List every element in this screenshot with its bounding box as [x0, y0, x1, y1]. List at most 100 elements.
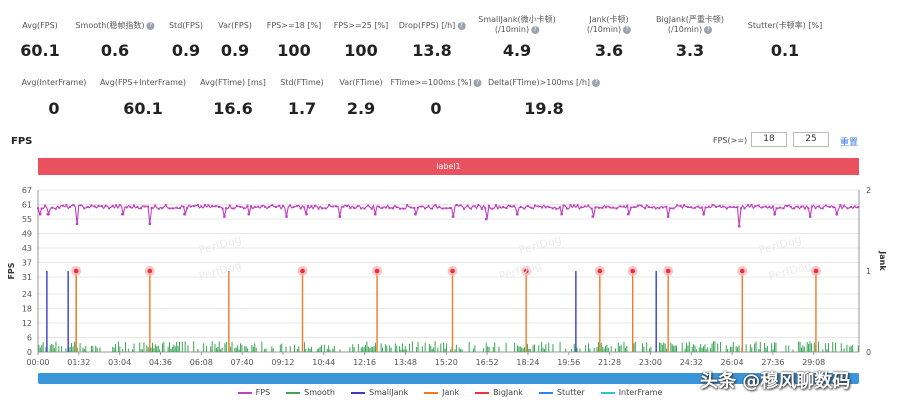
- legend-item[interactable]: Stutter: [538, 388, 585, 397]
- bigjank-point: [813, 268, 819, 274]
- fps-point: [526, 205, 529, 208]
- fps-point: [800, 205, 803, 208]
- fps-point: [668, 207, 671, 210]
- stat-value: 16.6: [213, 99, 253, 118]
- fps-point: [519, 206, 522, 208]
- legend-item[interactable]: Jank: [424, 388, 459, 397]
- fps-point: [715, 205, 718, 208]
- fps-point: [711, 204, 714, 206]
- help-icon[interactable]: ?: [146, 21, 155, 30]
- fps-point: [576, 204, 579, 207]
- stat-label-text: Std(FTime): [280, 78, 324, 87]
- fps-point: [402, 207, 405, 210]
- fps-point: [633, 206, 636, 209]
- fps-point: [612, 206, 615, 209]
- fps-point: [416, 206, 419, 209]
- x-tick-label: 19:56: [557, 358, 580, 367]
- legend-swatch: [475, 391, 490, 394]
- fps-point: [228, 204, 231, 207]
- stat-label: Delta(FTime)>100ms [/h]?: [488, 78, 601, 88]
- fps-point: [857, 206, 860, 209]
- fps-point: [597, 206, 600, 209]
- y-right-tick-label: 2: [866, 186, 871, 195]
- reset-button[interactable]: 重置: [840, 138, 859, 148]
- y-tick-label: 49: [22, 230, 32, 239]
- fps-point: [58, 206, 61, 209]
- stat-label: Var(FPS): [218, 21, 252, 31]
- fps-point: [558, 206, 561, 209]
- y-tick-label: 18: [22, 304, 32, 313]
- fps-point: [420, 205, 423, 208]
- x-tick-label: 07:40: [231, 358, 254, 367]
- fps-point: [399, 207, 402, 210]
- x-tick-label: 24:32: [680, 358, 703, 367]
- stat-label-text: Jank(卡顿): [589, 15, 629, 24]
- legend-swatch: [538, 391, 553, 394]
- fps-point: [317, 207, 320, 210]
- fps-point: [203, 204, 206, 206]
- legend-item[interactable]: BigJank: [475, 388, 523, 397]
- timeline-scroll-thumb[interactable]: [38, 373, 859, 384]
- fps-threshold-input-2[interactable]: 25: [793, 132, 829, 147]
- stat-value: 4.9: [502, 41, 532, 60]
- chart-watermark: PerfDog: [757, 233, 802, 257]
- x-tick-label: 06:08: [190, 358, 213, 367]
- legend-item[interactable]: Smooth: [286, 388, 335, 397]
- stat-label-text: Avg(InterFrame): [21, 78, 87, 87]
- fps-point: [200, 205, 203, 208]
- fps-dip-point: [285, 215, 288, 218]
- fps-point: [427, 205, 430, 208]
- stat-label: Avg(FTime) [ms]: [200, 78, 266, 88]
- fps-point: [754, 205, 757, 208]
- fps-point: [491, 207, 494, 210]
- y-tick-label: 0: [27, 348, 32, 357]
- fps-dip-point: [338, 215, 341, 218]
- fps-point: [448, 207, 451, 210]
- label-bar[interactable]: label1: [38, 158, 859, 175]
- fps-point: [171, 207, 174, 210]
- stat-label: FTime>=100ms [%]?: [390, 78, 482, 88]
- fps-point: [729, 205, 732, 208]
- stat-label: Avg(InterFrame): [22, 78, 87, 88]
- fps-point: [132, 204, 135, 207]
- fps-point: [342, 205, 345, 208]
- help-icon[interactable]: ?: [704, 25, 713, 34]
- fps-point: [306, 205, 309, 207]
- fps-point: [768, 205, 771, 208]
- fps-point: [93, 205, 96, 208]
- fps-point: [541, 206, 544, 209]
- fps-point: [821, 207, 824, 210]
- help-icon[interactable]: ?: [592, 78, 601, 87]
- help-icon[interactable]: ?: [531, 25, 540, 34]
- x-tick-label: 12:16: [353, 358, 376, 367]
- fps-point: [83, 207, 86, 210]
- legend-item[interactable]: SmallJank: [350, 388, 408, 397]
- x-tick-label: 18:24: [516, 358, 539, 367]
- fps-point: [189, 205, 192, 208]
- fps-point: [250, 205, 252, 208]
- fps-threshold-input-1[interactable]: 18: [751, 132, 787, 147]
- stat-label: Var(FTime): [339, 78, 382, 88]
- fps-point: [182, 205, 185, 208]
- help-icon[interactable]: ?: [457, 21, 466, 30]
- fps-point: [761, 206, 764, 209]
- fps-point: [573, 204, 576, 207]
- stat-label-text: Avg(FPS): [22, 21, 58, 30]
- fps-point: [509, 205, 512, 208]
- help-icon[interactable]: ?: [473, 78, 482, 87]
- fps-point: [605, 206, 607, 209]
- help-icon[interactable]: ?: [623, 25, 632, 34]
- fps-point: [242, 207, 245, 210]
- timeline-scrollbar[interactable]: [38, 373, 859, 384]
- legend-item[interactable]: InterFrame: [600, 388, 662, 397]
- fps-point: [313, 204, 316, 207]
- fps-point: [832, 206, 835, 209]
- fps-dip-point: [148, 222, 152, 226]
- legend-item[interactable]: FPS: [237, 388, 270, 397]
- fps-point: [363, 207, 366, 210]
- fps-point: [505, 207, 508, 210]
- fps-point: [246, 204, 249, 207]
- x-tick-label: 03:04: [108, 358, 131, 367]
- fps-point: [470, 207, 473, 210]
